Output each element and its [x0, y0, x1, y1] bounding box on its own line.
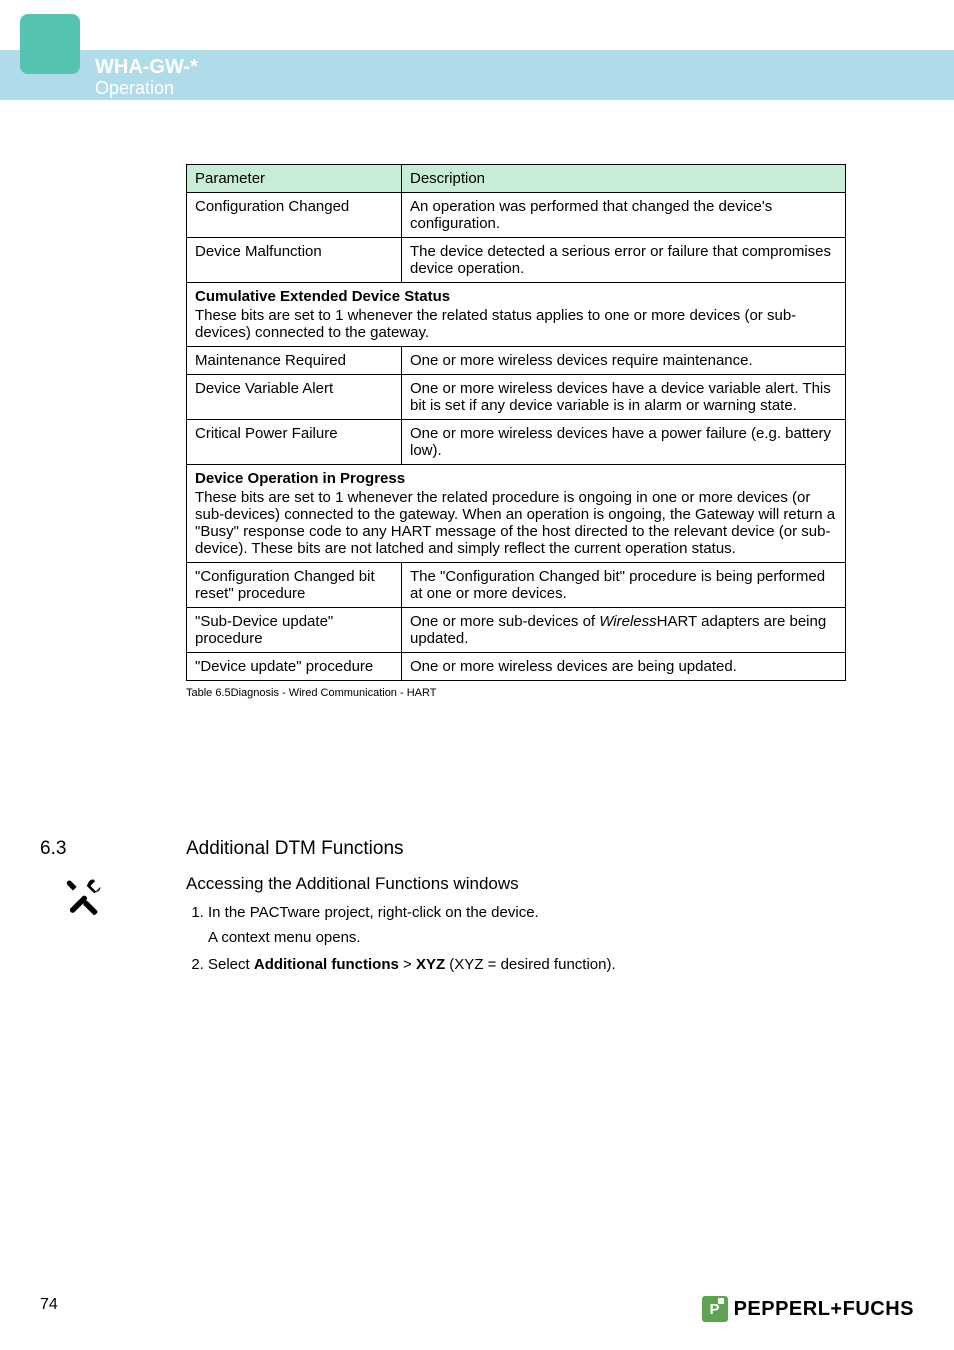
table-row: Maintenance Required One or more wireles…: [187, 347, 846, 375]
header-green-square: [20, 14, 80, 74]
header-section: Operation: [95, 78, 174, 98]
desc-cell: The device detected a serious error or f…: [402, 238, 846, 283]
step-substep: A context menu opens.: [208, 929, 846, 946]
table-row: "Configuration Changed bit reset" proced…: [187, 563, 846, 608]
param-cell: "Sub-Device update" procedure: [187, 608, 402, 653]
table-row: Device Malfunction The device detected a…: [187, 238, 846, 283]
param-cell: Device Malfunction: [187, 238, 402, 283]
desc-cell: One or more sub-devices of WirelessHART …: [402, 608, 846, 653]
table-row: Configuration Changed An operation was p…: [187, 193, 846, 238]
section-body: These bits are set to 1 whenever the rel…: [195, 489, 835, 557]
param-cell: Maintenance Required: [187, 347, 402, 375]
table-header-description: Description: [402, 165, 846, 193]
table-row: Device Variable Alert One or more wirele…: [187, 375, 846, 420]
table-section-row: Cumulative Extended Device Status These …: [187, 283, 846, 347]
table-row: "Device update" procedure One or more wi…: [187, 653, 846, 681]
step-item: In the PACTware project, right-click on …: [208, 904, 846, 921]
table-row: "Sub-Device update" procedure One or mor…: [187, 608, 846, 653]
param-cell: Configuration Changed: [187, 193, 402, 238]
pepperl-fuchs-logo: P PEPPERL+FUCHS: [702, 1296, 914, 1322]
logo-badge-icon: P: [702, 1296, 728, 1322]
param-cell: "Configuration Changed bit reset" proced…: [187, 563, 402, 608]
desc-cell: One or more wireless devices require mai…: [402, 347, 846, 375]
subsection-title: Accessing the Additional Functions windo…: [186, 874, 846, 894]
product-code: WHA-GW-*: [95, 56, 198, 78]
header-band: WHA-GW-* Operation: [0, 50, 954, 100]
table-section-row: Device Operation in Progress These bits …: [187, 465, 846, 563]
step-item: Select Additional functions > XYZ (XYZ =…: [208, 956, 846, 973]
table-caption: Table 6.5Diagnosis - Wired Communication…: [186, 687, 846, 699]
desc-cell: One or more wireless devices have a powe…: [402, 420, 846, 465]
section-body: These bits are set to 1 whenever the rel…: [195, 307, 796, 341]
diagnosis-table: Parameter Description Configuration Chan…: [186, 164, 846, 681]
section-title: Device Operation in Progress: [195, 470, 837, 487]
table-row: Critical Power Failure One or more wirel…: [187, 420, 846, 465]
desc-cell: One or more wireless devices have a devi…: [402, 375, 846, 420]
section-number: 6.3: [40, 838, 66, 860]
param-cell: "Device update" procedure: [187, 653, 402, 681]
param-cell: Device Variable Alert: [187, 375, 402, 420]
desc-cell: One or more wireless devices are being u…: [402, 653, 846, 681]
param-cell: Critical Power Failure: [187, 420, 402, 465]
page-number: 74: [40, 1296, 58, 1314]
logo-text: PEPPERL+FUCHS: [734, 1298, 914, 1321]
desc-cell: The "Configuration Changed bit" procedur…: [402, 563, 846, 608]
tools-icon: [62, 874, 106, 923]
table-header-parameter: Parameter: [187, 165, 402, 193]
desc-cell: An operation was performed that changed …: [402, 193, 846, 238]
section-title-6-3: Additional DTM Functions: [186, 838, 404, 860]
section-title: Cumulative Extended Device Status: [195, 288, 837, 305]
